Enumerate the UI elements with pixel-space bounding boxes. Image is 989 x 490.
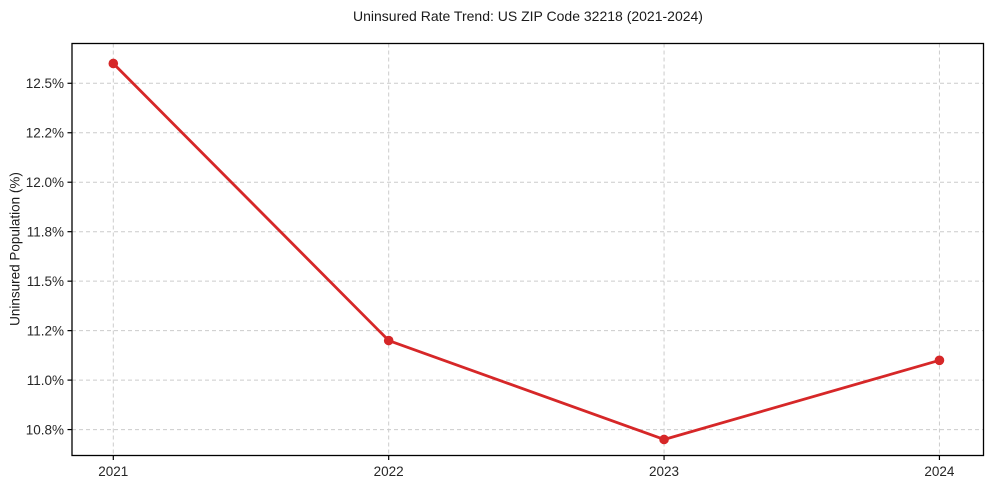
- x-tick-label: 2022: [374, 464, 404, 479]
- y-tick-label: 12.2%: [26, 126, 64, 141]
- plot-border: [71, 42, 985, 457]
- data-point-2023: [659, 434, 669, 445]
- data-point-2022: [383, 335, 394, 346]
- y-axis-label: Uninsured Population (%): [7, 172, 23, 326]
- x-tick-label: 2023: [649, 464, 679, 479]
- y-tick-label: 11.8%: [27, 224, 64, 239]
- y-tick-label: 11.0%: [27, 373, 64, 388]
- chart-title: Uninsured Rate Trend: US ZIP Code 32218 …: [353, 8, 703, 24]
- y-tick-label: 11.5%: [27, 274, 64, 289]
- y-tick-label: 12.5%: [26, 76, 64, 91]
- y-tick-label: 11.2%: [27, 323, 64, 338]
- y-tick-label: 10.8%: [26, 422, 64, 437]
- y-tick-label: 12.0%: [26, 175, 64, 190]
- data-point-2021: [108, 58, 119, 69]
- x-tick-label: 2021: [98, 464, 128, 479]
- data-point-2024: [934, 355, 945, 366]
- x-tick-label: 2024: [924, 464, 955, 479]
- trend-line: [111, 62, 941, 441]
